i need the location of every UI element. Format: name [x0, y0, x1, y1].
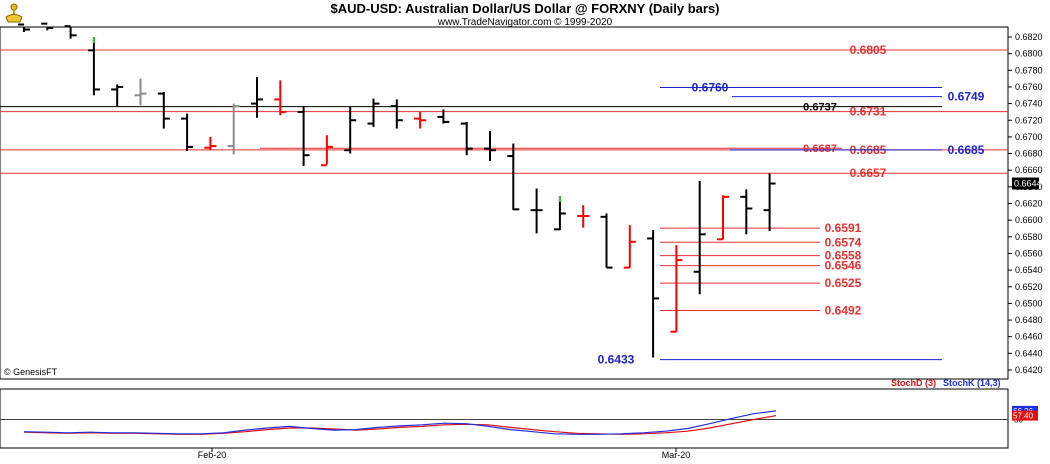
copyright-label: © GenesisFT [4, 367, 58, 377]
price-bar [274, 80, 287, 116]
price-axis-label: 0.6480 [1015, 315, 1043, 325]
x-label-feb: Feb-20 [198, 450, 227, 460]
price-axis-label: 0.6540 [1015, 265, 1043, 275]
price-bar [507, 143, 520, 211]
price-axis-label: 0.6620 [1015, 199, 1043, 209]
price-bar [437, 109, 450, 124]
level-label-0.6749: 0.6749 [948, 90, 985, 104]
price-bar [693, 181, 706, 295]
price-bar [227, 103, 240, 155]
stoch-panel [0, 388, 1009, 449]
level-label-0.6574: 0.6574 [825, 235, 862, 249]
price-bar [87, 37, 100, 96]
level-label-0.6433: 0.6433 [598, 353, 635, 367]
level-label-0.6685: 0.6685 [948, 143, 985, 157]
level-label-0.6731: 0.6731 [850, 105, 887, 119]
price-axis-label: 0.6600 [1015, 215, 1043, 225]
price-bar [18, 23, 30, 33]
price-bar [134, 78, 147, 106]
price-axis-label: 0.6740 [1015, 99, 1043, 109]
stoch-k-line [23, 410, 777, 435]
price-bar [320, 135, 333, 167]
price-axis-label: 0.6720 [1015, 115, 1043, 125]
price-axis-label: 0.6520 [1015, 282, 1043, 292]
price-axis-label: 0.6460 [1015, 332, 1043, 342]
price-bar [251, 76, 263, 118]
stoch-d-value-tag: 57.40 [1012, 410, 1038, 421]
price-bar [414, 111, 427, 129]
price-bar [670, 245, 683, 333]
price-axis-label: 0.6780 [1015, 65, 1043, 75]
price-bar [763, 173, 776, 231]
price-axis-label: 0.6680 [1015, 149, 1043, 159]
price-bar [111, 84, 124, 107]
price-axis-label: 0.6760 [1015, 82, 1043, 92]
price-bar [64, 25, 77, 39]
price-bar [390, 99, 403, 129]
price-bar [204, 136, 217, 151]
price-bar [344, 106, 357, 154]
price-axis-label: 0.6420 [1015, 365, 1043, 375]
stoch-d-label: StochD (3) [891, 378, 936, 388]
price-bar [577, 205, 590, 228]
price-axis-label: 0.6700 [1015, 132, 1043, 142]
price-bar [484, 131, 496, 162]
price-bar [460, 121, 473, 156]
chart-title: $AUD-USD: Australian Dollar/US Dollar @ … [330, 1, 720, 16]
price-bar [530, 188, 543, 234]
level-label-0.6558: 0.6558 [825, 249, 862, 263]
price-axis-label: 0.6580 [1015, 232, 1043, 242]
x-label-mar: Mar-20 [662, 450, 691, 460]
price-bar [181, 113, 194, 152]
price-bar [297, 106, 310, 167]
price-axis-label: 0.6560 [1015, 248, 1043, 258]
price-axis-label: 0.6660 [1015, 165, 1043, 175]
price-axis-label: 0.6800 [1015, 49, 1043, 59]
price-bar [41, 22, 54, 31]
price-bar [740, 189, 753, 235]
price-bar [623, 225, 636, 269]
price-bar [157, 91, 170, 129]
level-label-0.6760: 0.6760 [692, 80, 729, 94]
svg-text:0.6644: 0.6644 [1014, 179, 1042, 189]
level-label-0.6687: 0.6687 [803, 143, 837, 155]
price-bar [367, 98, 380, 127]
level-label-0.6657: 0.6657 [850, 166, 887, 180]
current-price-tag: 0.6644 [1012, 177, 1042, 190]
price-bar [717, 195, 729, 241]
price-bar [647, 230, 660, 358]
svg-text:57.40: 57.40 [1013, 412, 1034, 421]
level-label-0.6546: 0.6546 [825, 259, 862, 273]
price-axis-label: 0.6820 [1015, 32, 1043, 42]
level-label-0.6525: 0.6525 [825, 276, 862, 290]
stoch-k-label: StochK (14,3) [943, 378, 1001, 388]
price-axis-label: 0.6500 [1015, 298, 1043, 308]
chart-subtitle: www.TradeNavigator.com © 1999-2020 [437, 17, 613, 28]
level-label-0.6492: 0.6492 [825, 304, 862, 318]
level-label-0.6805: 0.6805 [850, 43, 887, 57]
price-bar [553, 196, 566, 231]
price-panel [0, 26, 1009, 380]
price-bar [600, 213, 613, 269]
level-label-0.6737: 0.6737 [803, 102, 837, 114]
price-axis-label: 0.6440 [1015, 348, 1043, 358]
tradenavigator-logo-icon [5, 3, 23, 23]
level-label-0.6591: 0.6591 [825, 221, 862, 235]
